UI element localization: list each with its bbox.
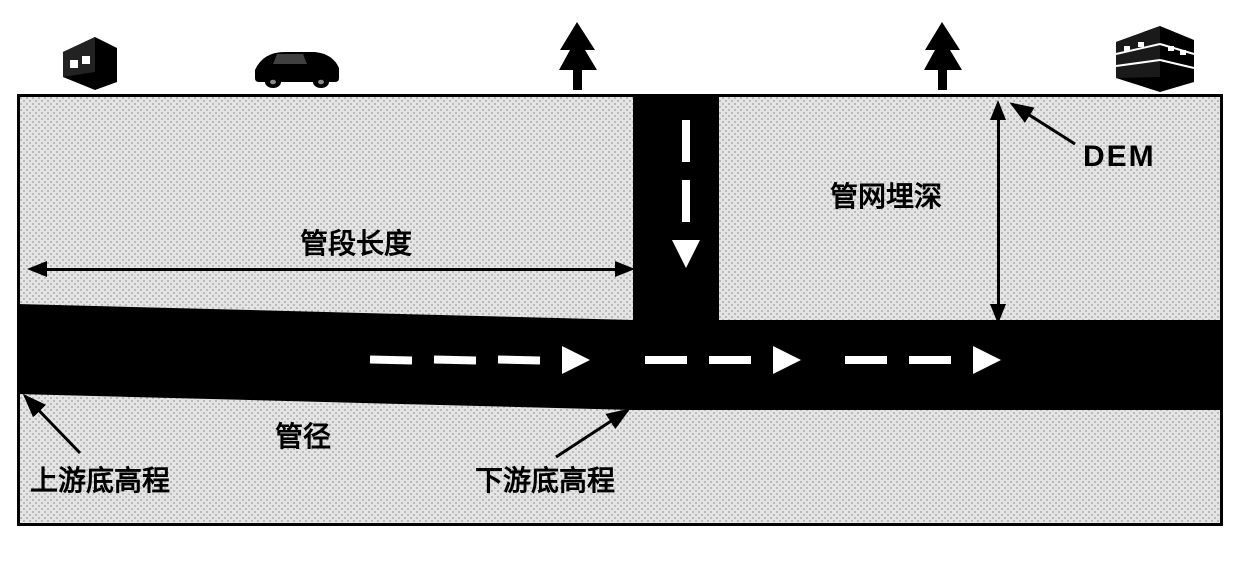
upstream-callout-arrow (15, 388, 95, 458)
flow-dash (709, 356, 751, 364)
label-downstream-elevation: 下游底高程 (475, 459, 615, 499)
flow-arrowhead (672, 240, 700, 268)
flow-arrowhead (562, 346, 590, 374)
pipe-length-measure (46, 268, 619, 271)
label-upstream-elevation: 上游底高程 (30, 459, 170, 499)
label-burial-depth: 管网埋深 (830, 175, 942, 215)
flow-dash (434, 356, 476, 365)
flow-dash (498, 356, 540, 365)
flow-dash (370, 356, 412, 365)
tree-right-icon (920, 22, 965, 92)
building-left-icon (55, 32, 125, 90)
label-pipe-length: 管段长度 (300, 222, 412, 262)
tree-left-icon (555, 22, 600, 92)
flow-dash (682, 120, 690, 162)
diagram-canvas: 管段长度 管径 上游底高程 下游底高程 管网埋深 DEM (0, 0, 1240, 561)
downstream-callout-arrow (548, 402, 638, 462)
pipe-length-arrow-left (27, 261, 47, 277)
pipe-length-arrow-right (615, 261, 635, 277)
flow-dash (909, 356, 951, 364)
flow-arrow-horizontal (370, 346, 1001, 374)
flow-dash (682, 180, 690, 222)
car-icon (245, 40, 345, 90)
label-pipe-diameter: 管径 (275, 415, 331, 455)
burial-depth-arrow-down (990, 304, 1006, 324)
dem-callout-arrow (1000, 96, 1080, 151)
flow-arrowhead (973, 346, 1001, 374)
flow-arrowhead (773, 346, 801, 374)
label-dem: DEM (1083, 140, 1156, 174)
flow-dash (845, 356, 887, 364)
flow-dash (645, 356, 687, 364)
flow-arrow-vertical (672, 120, 700, 268)
building-right-icon (1110, 22, 1200, 92)
